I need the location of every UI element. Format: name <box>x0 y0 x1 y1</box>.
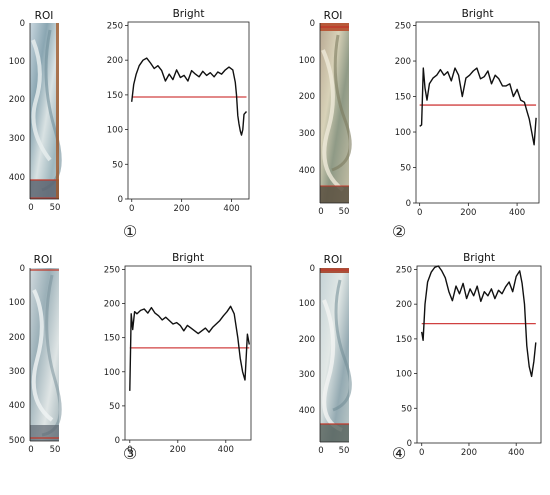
x-tick-label: 0 <box>419 448 424 458</box>
y-tick-label: 100 <box>396 370 412 380</box>
y-tick-label: 0 <box>406 199 411 209</box>
plot-frame <box>127 21 250 200</box>
y-tick-label: 150 <box>107 91 123 101</box>
x-tick-label: 200 <box>460 208 476 218</box>
y-tick-label: 150 <box>396 335 412 345</box>
x-tick-label: 0 <box>417 208 422 218</box>
y-tick-label: 100 <box>104 368 120 378</box>
y-tick-label: 100 <box>107 126 123 136</box>
x-tick-label: 400 <box>223 204 239 214</box>
y-tick-label: 0 <box>115 436 120 446</box>
y-tick-label: 50 <box>400 164 411 174</box>
y-tick-label: 150 <box>395 93 411 103</box>
x-tick-label: 400 <box>218 445 234 455</box>
y-tick-label: 100 <box>395 128 411 138</box>
y-tick-label: 0 <box>118 195 123 205</box>
y-tick-label: 250 <box>107 21 123 31</box>
plot-frame <box>416 265 542 444</box>
y-tick-label: 250 <box>396 265 412 275</box>
panel-marker: ④ <box>391 444 407 463</box>
x-tick-label: 400 <box>509 208 525 218</box>
x-tick-label: 400 <box>508 448 524 458</box>
x-tick-label: 200 <box>461 448 477 458</box>
y-tick-label: 150 <box>104 334 120 344</box>
chart-title: Bright <box>172 252 204 264</box>
panel-marker: ① <box>122 222 138 241</box>
y-tick-label: 250 <box>395 22 411 32</box>
x-tick-label: 0 <box>127 445 132 455</box>
y-tick-label: 250 <box>104 265 120 275</box>
y-tick-label: 200 <box>395 57 411 67</box>
y-tick-label: 200 <box>396 300 412 310</box>
y-tick-label: 50 <box>112 160 123 170</box>
x-tick-label: 0 <box>129 204 134 214</box>
series-line <box>129 305 250 391</box>
x-tick-label: 200 <box>174 204 190 214</box>
y-tick-label: 50 <box>109 402 120 412</box>
y-tick-label: 50 <box>401 404 412 414</box>
chart-title: Bright <box>463 252 495 264</box>
plot-frame <box>415 21 540 204</box>
x-tick-label: 200 <box>170 445 186 455</box>
y-tick-label: 200 <box>104 300 120 310</box>
y-tick-label: 0 <box>407 439 412 449</box>
chart-title: Bright <box>462 8 494 20</box>
panel-marker: ③ <box>122 444 138 463</box>
series-line <box>419 67 537 146</box>
y-tick-label: 200 <box>107 56 123 66</box>
series-line <box>421 265 537 378</box>
chart-title: Bright <box>173 8 205 20</box>
panel-marker: ② <box>391 222 407 241</box>
plot-frame <box>124 265 252 441</box>
series-line <box>131 57 248 136</box>
